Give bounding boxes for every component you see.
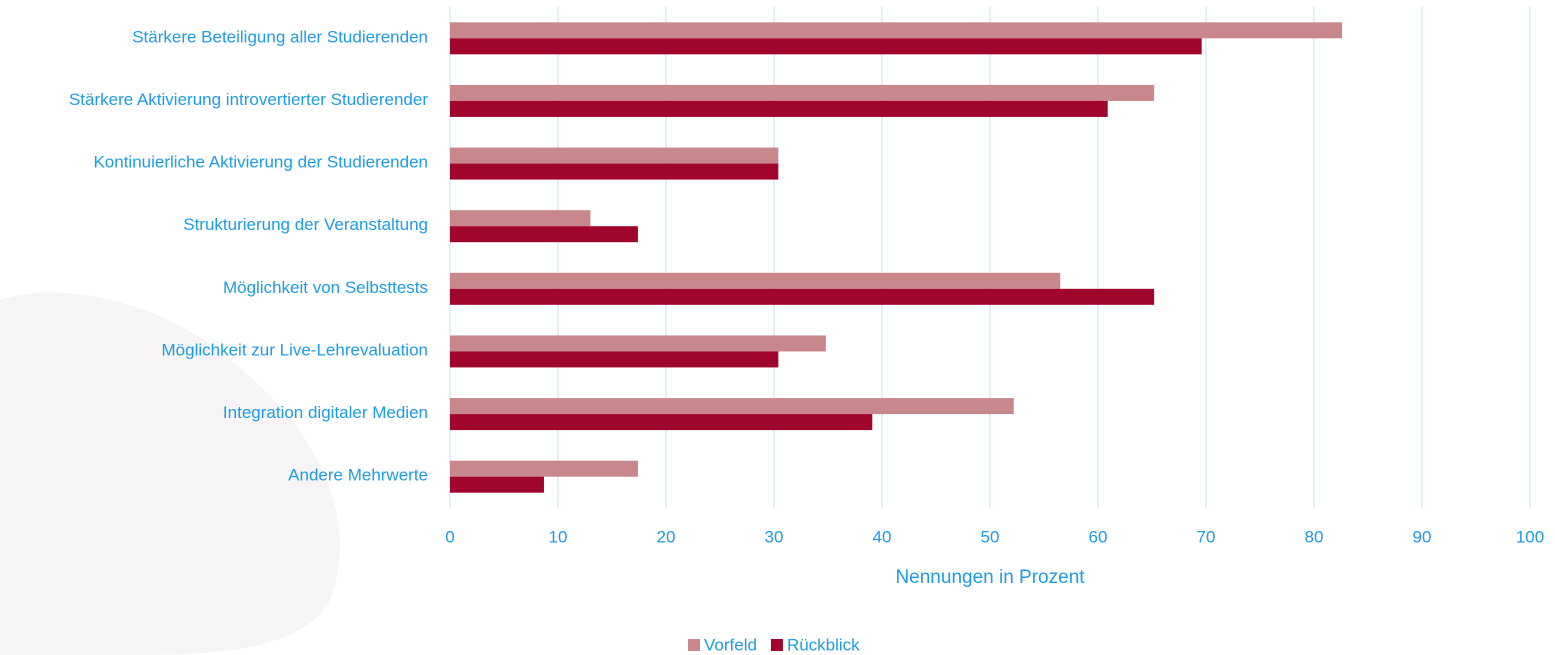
y-tick-label: Möglichkeit zur Live-Lehrevaluation	[162, 340, 428, 359]
x-tick-label: 30	[765, 527, 784, 546]
bar	[450, 477, 544, 493]
bar	[450, 398, 1014, 414]
y-tick-label: Andere Mehrwerte	[288, 466, 428, 485]
x-tick-label: 100	[1516, 527, 1544, 546]
x-tick-label: 60	[1089, 527, 1108, 546]
bar	[450, 85, 1154, 101]
bar	[450, 38, 1202, 54]
x-tick-label: 20	[657, 527, 676, 546]
y-tick-label: Möglichkeit von Selbsttests	[223, 278, 428, 297]
bar	[450, 226, 638, 242]
bar	[450, 101, 1108, 117]
y-tick-label: Kontinuierliche Aktivierung der Studiere…	[93, 153, 428, 172]
bar	[450, 210, 590, 226]
bar	[450, 335, 826, 351]
x-tick-label: 80	[1305, 527, 1324, 546]
x-axis-title: Nennungen in Prozent	[895, 567, 1085, 588]
y-tick-label: Stärkere Beteiligung aller Studierenden	[132, 27, 428, 46]
bar	[450, 273, 1060, 289]
bar	[450, 22, 1342, 38]
y-tick-label: Integration digitaler Medien	[223, 403, 428, 422]
y-tick-label: Stärkere Aktivierung introvertierter Stu…	[69, 90, 428, 109]
x-tick-label: 40	[873, 527, 892, 546]
bar	[450, 148, 778, 164]
legend-label: Rückblick	[787, 635, 860, 654]
y-tick-label: Strukturierung der Veranstaltung	[183, 215, 428, 234]
x-tick-label: 10	[549, 527, 568, 546]
bar	[450, 289, 1154, 305]
x-tick-label: 50	[981, 527, 1000, 546]
legend-swatch	[688, 639, 700, 651]
x-tick-label: 0	[445, 527, 454, 546]
bar	[450, 461, 638, 477]
x-tick-label: 90	[1413, 527, 1432, 546]
bar	[450, 164, 778, 180]
legend-swatch	[771, 639, 783, 651]
bar	[450, 414, 872, 430]
chart: Nennungen in Prozent 0 10 20 30 40 50 60 70 80 90…	[0, 0, 1555, 655]
legend-label: Vorfeld	[704, 635, 757, 654]
bar	[450, 351, 778, 367]
x-tick-label: 70	[1197, 527, 1216, 546]
